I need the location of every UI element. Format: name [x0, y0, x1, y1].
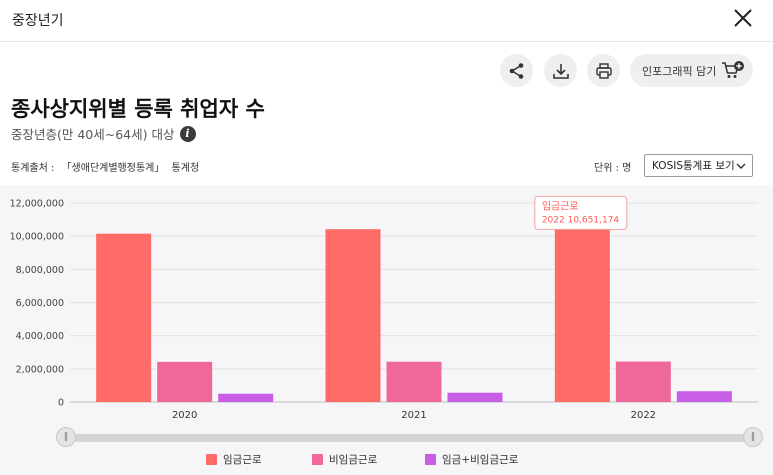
source-info: 통계출처 : 「생애단계별행정통계」 통계청	[11, 159, 203, 174]
bar-chart: 0 2,000,000 4,000,000 6,000,000 8,000,000 10,…	[10, 195, 758, 421]
kosis-table-select[interactable]: KOSIS통계표 보기	[644, 154, 753, 177]
x-tick-label: 2021	[401, 410, 426, 421]
legend-swatch-combined	[425, 454, 436, 465]
close-icon	[734, 9, 752, 27]
download-icon	[552, 63, 569, 79]
subtitle-text: 중장년층(만 40세~64세) 대상	[11, 127, 175, 142]
page-title: 종사상지위별 등록 취업자 수	[11, 97, 265, 121]
y-tick-label: 0	[58, 398, 64, 409]
bar	[386, 361, 442, 402]
top-bar: 중장년기	[0, 0, 773, 42]
range-slider-left-handle[interactable]: ‖	[56, 427, 76, 447]
legend-item-combined[interactable]: 임금+비임금근로	[425, 452, 518, 467]
bar	[325, 229, 381, 402]
print-icon	[595, 62, 612, 79]
legend-swatch-wage	[206, 454, 217, 465]
bar	[447, 392, 503, 402]
legend-item-nonwage[interactable]: 비임금근로	[312, 452, 377, 467]
range-slider-right-handle[interactable]: ‖	[743, 427, 763, 447]
print-button[interactable]	[587, 54, 620, 87]
cart-add-icon	[722, 61, 744, 78]
legend-item-wage[interactable]: 임금근로	[206, 452, 262, 467]
unit-label: 단위 : 명	[594, 163, 632, 174]
bar	[96, 233, 152, 402]
legend-label-combined: 임금+비임금근로	[442, 454, 519, 466]
y-tick-label: 2,000,000	[16, 364, 64, 375]
legend-label-nonwage: 비임금근로	[329, 454, 378, 466]
range-slider-track[interactable]	[66, 434, 754, 442]
legend-swatch-nonwage	[312, 454, 323, 465]
bar	[554, 225, 610, 402]
share-icon	[509, 62, 523, 79]
tooltip-box	[534, 195, 628, 230]
close-button[interactable]	[730, 5, 756, 31]
info-icon[interactable]: i	[179, 125, 196, 142]
source-agency: 통계청	[171, 163, 200, 174]
download-button[interactable]	[544, 54, 577, 87]
bar	[218, 393, 274, 402]
y-tick-label: 10,000,000	[10, 232, 64, 243]
chart-area: 0 2,000,000 4,000,000 6,000,000 8,000,000 10,…	[0, 185, 773, 475]
page-subtitle: 중장년층(만 40세~64세) 대상 i	[11, 124, 196, 143]
bar	[157, 361, 213, 402]
tooltip-series: 임금근로	[542, 199, 579, 212]
y-tick-label: 6,000,000	[16, 298, 64, 309]
bar	[615, 361, 671, 402]
x-tick-label: 2020	[172, 410, 197, 421]
bar	[676, 391, 732, 402]
kosis-select-label: KOSIS통계표 보기	[652, 160, 735, 172]
source-name: 「생애단계별행정통계」	[61, 163, 165, 174]
add-infographic-button[interactable]: 인포그래픽 담기	[630, 54, 753, 87]
y-tick-label: 8,000,000	[16, 265, 64, 276]
y-tick-label: 4,000,000	[16, 331, 64, 342]
chevron-down-icon	[736, 163, 746, 169]
window-title: 중장년기	[12, 13, 64, 29]
source-label: 통계출처 :	[11, 163, 55, 174]
x-tick-label: 2022	[631, 410, 656, 421]
add-infographic-label: 인포그래픽 담기	[642, 64, 717, 78]
tooltip-value: 2022 10,651,174	[542, 215, 620, 225]
legend-label-wage: 임금근로	[223, 454, 262, 466]
share-button[interactable]	[500, 54, 533, 87]
y-tick-label: 12,000,000	[10, 199, 64, 210]
